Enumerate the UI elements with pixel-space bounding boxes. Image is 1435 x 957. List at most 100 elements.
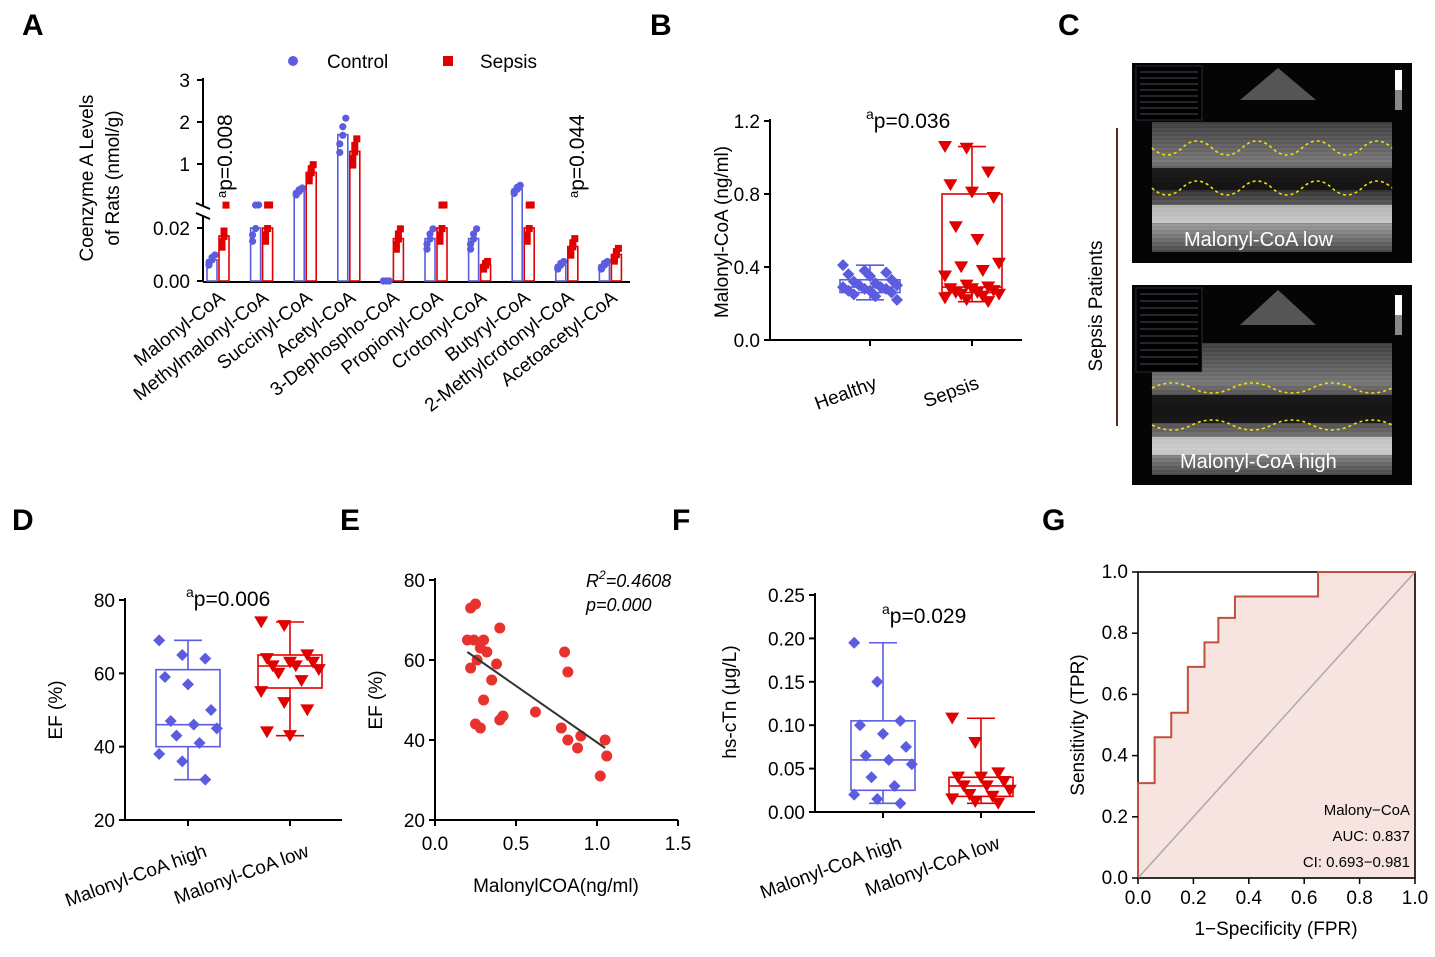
panel-a-point-control-2-4 [295,186,303,194]
panel-e-point-24 [599,734,611,746]
panelB-plot-point-1-22 [938,292,952,305]
panelB-plot-point-1-9 [954,261,969,274]
panel-e-xtick-label-0: 0.0 [422,834,448,855]
panel-a-bar-control-2 [293,190,306,282]
panelB-plot-point-1-4 [965,186,979,199]
panelF-plot-point-1-2 [991,767,1006,780]
panelD-plot-point-0-7 [187,718,200,731]
panel-a-bar-sepsis-3 [348,150,361,282]
panel-a-point-control-3-2 [342,114,350,122]
panelF-plot-point-0-6 [859,749,872,762]
panel-a-point-sepsis-2-1 [307,169,315,177]
panel-e-annotation-r2-sup: 2 [598,568,606,582]
panelB-plot-point-1-3 [943,179,958,192]
panelB-plot-point-0-8 [891,279,903,292]
panel-a-point-sepsis-3-2 [353,135,361,143]
panel-a-point-control-6-0 [467,245,475,253]
panel-b-annotation-text: p=0.036 [874,110,951,133]
panel-d-annotation: ap=0.006 [186,584,270,611]
legend-control-marker [288,56,298,66]
panelD-plot-point-1-1 [277,620,292,632]
panel-a-annotation-methylcrotonyl: ap=0.044 [566,114,589,198]
panelD-plot-point-1-6 [265,660,280,673]
panel-e-point-17 [529,706,541,718]
panel-a-ytick-label-000: 0.00 [153,272,190,293]
panelB-plot-point-0-18 [869,290,882,303]
panel-a-point-sepsis-9-3 [610,254,618,262]
panel-g-xtick-label-3: 0.6 [1291,888,1317,909]
panel-a-point-sepsis-7-1 [525,225,533,233]
panel-a-point-sepsis-5-4 [438,201,446,209]
panelB-plot-point-1-6 [948,221,963,234]
panelB-plot-point-1-11 [938,270,952,283]
panel-a-point-sepsis-8-1 [569,243,577,251]
panel-letter-a: A [22,9,44,42]
panelD-plot-point-0-3 [158,671,171,683]
panel-a-break-1 [195,202,211,210]
panel-a-point-control-3-4 [339,123,347,131]
panel-letter-d: D [12,504,34,537]
panel-a-break-2 [195,212,211,220]
panelD-plot-ytick-label-2: 60 [94,664,115,685]
panelD-plot-point-1-7 [288,660,303,673]
panel-a-point-sepsis-3-4 [351,141,359,149]
panel-letter-b: B [650,9,672,42]
panelD-plot-point-1-10 [294,675,309,687]
panel-a-annotation-malonyl-sup: a [214,190,229,198]
panel-d-ylabel: EF (%) [46,680,67,739]
panel-e-ylabel: EF (%) [366,670,387,729]
panel-b-chart: Malonyl-CoA (ng/ml) ap=0.036 0.0 0.4 0.8 1.… [712,106,1022,415]
panel-a-point-control-1-3 [249,231,257,239]
panelD-plot-point-1-5 [306,656,321,669]
panel-c-side-label: Sepsis Patients [1086,241,1107,372]
panel-f-annotation: ap=0.029 [882,601,966,628]
panelF-plot-point-1-5 [997,776,1012,788]
panel-b-annotation-sup: a [866,106,874,122]
panel-g-xtick-label-0: 0.0 [1125,888,1151,909]
panel-e-xtick-label-2: 1.0 [584,834,610,855]
panel-a-point-sepsis-5-1 [438,225,446,233]
panelF-plot-point-0-8 [905,758,918,771]
panelF-plot-point-0-9 [865,771,878,784]
panel-a-ytick-label-3: 3 [179,71,190,92]
panelB-plot-ytick-label-0: 0.0 [734,331,760,352]
panel-a-point-control-5-3 [423,240,431,248]
panel-g-auc: AUC: 0.837 [1332,828,1410,845]
panelF-plot-point-0-11 [848,788,861,801]
panel-a-ylabel-line1: Coenzyme A Levels [77,95,98,262]
panelB-plot-ytick-label-1: 0.4 [734,258,761,279]
panel-e-point-4 [461,634,473,646]
panel-g-ytick-label-0: 0.0 [1102,868,1128,889]
panelF-plot-point-1-3 [950,771,965,784]
panel-a-point-control-9-4 [600,259,609,267]
panel-g-chart: Sensitivity (TPR) 1−Specificity (FPR) 0.… [1068,562,1428,940]
panel-f-ylabel: hs-cTn (μg/L) [720,645,741,758]
panel-e-point-26 [601,750,613,762]
panel-a-point-sepsis-1-3 [262,231,270,239]
panel-a-annotation-methylcrotonyl-sup: a [566,190,581,198]
panel-a-point-sepsis-9-4 [612,248,620,256]
panelD-plot-point-0-2 [199,652,212,665]
panel-a-point-sepsis-3-0 [349,161,357,169]
panelB-plot-box-1 [941,193,1003,294]
panelF-plot-ytick-label-3: 0.15 [768,673,805,694]
panel-g-legend-name: Malony−CoA [1324,802,1410,819]
panelD-plot-ytick-label-1: 40 [94,738,115,759]
panel-a-point-sepsis-1-0 [262,237,270,245]
panel-e-point-16 [491,658,503,670]
panel-a-point-sepsis-4-3 [392,240,400,248]
panel-a-point-control-1-1 [252,224,260,233]
panel-e-point-21 [572,742,584,754]
panel-e-ytick-label-2: 60 [404,651,425,672]
panel-a-point-sepsis-6-4 [482,259,490,267]
panel-g-ytick-label-2: 0.4 [1102,746,1129,767]
panel-a-point-sepsis-4-1 [394,235,402,243]
legend-sepsis-marker [443,56,453,66]
panelD-plot-point-1-9 [271,667,286,680]
panel-e-point-1 [470,598,481,610]
panelF-plot-point-1-7 [979,780,994,793]
panel-a-point-sepsis-7-3 [523,231,531,239]
panelB-plot-ytick-label-2: 0.8 [734,185,760,206]
panel-a-point-sepsis-3-1 [351,148,359,156]
